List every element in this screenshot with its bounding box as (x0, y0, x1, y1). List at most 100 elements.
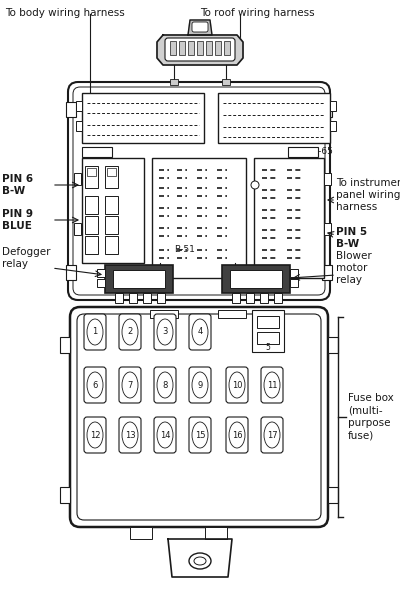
FancyBboxPatch shape (73, 87, 325, 295)
Bar (143, 293, 151, 303)
Bar (82, 158, 144, 263)
Ellipse shape (192, 319, 208, 345)
Bar (205, 527, 227, 539)
Text: 1: 1 (92, 327, 98, 336)
Text: Fuse box
(multi-
purpose
fuse): Fuse box (multi- purpose fuse) (348, 394, 394, 441)
Bar (105, 196, 118, 214)
Text: B-67: B-67 (110, 278, 130, 287)
Ellipse shape (87, 422, 103, 448)
Ellipse shape (87, 372, 103, 398)
Text: B-68: B-68 (245, 278, 265, 287)
Bar (66, 102, 76, 117)
Bar (257, 316, 279, 328)
FancyBboxPatch shape (226, 367, 248, 403)
Bar (224, 41, 230, 55)
Text: PIN 6
B-W: PIN 6 B-W (2, 174, 33, 196)
Bar (97, 279, 105, 287)
Bar (170, 41, 176, 55)
Text: To body wiring harness: To body wiring harness (5, 8, 125, 18)
Bar (222, 79, 230, 85)
Circle shape (251, 181, 259, 189)
FancyBboxPatch shape (77, 314, 321, 520)
FancyBboxPatch shape (154, 417, 176, 453)
Bar (152, 158, 246, 278)
Polygon shape (157, 35, 243, 65)
Bar (215, 41, 221, 55)
Bar (197, 41, 203, 55)
Text: 8: 8 (162, 381, 168, 389)
Text: 6: 6 (92, 381, 98, 389)
Text: 5: 5 (266, 343, 270, 352)
Text: 7: 7 (127, 381, 133, 389)
Bar (218, 310, 246, 318)
Bar (107, 168, 116, 176)
Text: 12: 12 (90, 430, 100, 440)
Bar (257, 332, 279, 344)
Bar (85, 236, 98, 254)
Text: B-51: B-51 (174, 245, 196, 254)
Bar (76, 101, 82, 111)
Text: B-66: B-66 (289, 158, 310, 167)
Ellipse shape (122, 319, 138, 345)
Bar (324, 223, 331, 235)
Bar (274, 293, 282, 303)
Text: To instrument
panel wiring
harness: To instrument panel wiring harness (336, 178, 400, 212)
FancyBboxPatch shape (84, 417, 106, 453)
Text: 3: 3 (162, 327, 168, 336)
FancyBboxPatch shape (154, 314, 176, 350)
Bar (129, 293, 137, 303)
Polygon shape (188, 20, 212, 35)
FancyBboxPatch shape (192, 22, 208, 32)
Bar (330, 101, 336, 111)
Ellipse shape (122, 372, 138, 398)
Bar (157, 293, 165, 303)
Ellipse shape (157, 372, 173, 398)
Bar (288, 147, 318, 157)
Bar (260, 293, 268, 303)
Text: To roof wiring harness: To roof wiring harness (200, 8, 315, 18)
Text: B-65: B-65 (312, 147, 333, 156)
Polygon shape (168, 539, 232, 577)
Text: B-50: B-50 (84, 147, 105, 156)
Bar (254, 158, 324, 278)
FancyBboxPatch shape (189, 314, 211, 350)
Ellipse shape (122, 422, 138, 448)
FancyBboxPatch shape (261, 417, 283, 453)
Bar (290, 269, 298, 277)
Text: 13: 13 (125, 430, 135, 440)
Text: 17: 17 (267, 430, 277, 440)
Bar (230, 270, 282, 288)
FancyBboxPatch shape (165, 38, 235, 61)
Text: 2: 2 (127, 327, 133, 336)
Bar (85, 196, 98, 214)
FancyBboxPatch shape (226, 417, 248, 453)
Bar (113, 270, 165, 288)
Text: 16: 16 (232, 430, 242, 440)
Bar (85, 216, 98, 234)
FancyBboxPatch shape (68, 82, 330, 300)
Bar (324, 173, 331, 185)
FancyBboxPatch shape (119, 417, 141, 453)
Bar (87, 168, 96, 176)
Text: 4: 4 (197, 327, 203, 336)
Bar (188, 41, 194, 55)
Ellipse shape (192, 422, 208, 448)
Bar (218, 93, 330, 143)
FancyBboxPatch shape (189, 417, 211, 453)
FancyBboxPatch shape (84, 367, 106, 403)
Bar (290, 279, 298, 287)
Bar (105, 236, 118, 254)
Bar (105, 216, 118, 234)
Ellipse shape (194, 557, 206, 565)
Bar (232, 293, 240, 303)
Text: PIN 5
B-W: PIN 5 B-W (336, 227, 367, 249)
Text: 10: 10 (232, 381, 242, 389)
Ellipse shape (192, 372, 208, 398)
FancyBboxPatch shape (154, 367, 176, 403)
Bar (105, 265, 173, 293)
Text: 11: 11 (267, 381, 277, 389)
Ellipse shape (157, 422, 173, 448)
Ellipse shape (229, 422, 245, 448)
Bar (66, 265, 76, 280)
Ellipse shape (264, 372, 280, 398)
